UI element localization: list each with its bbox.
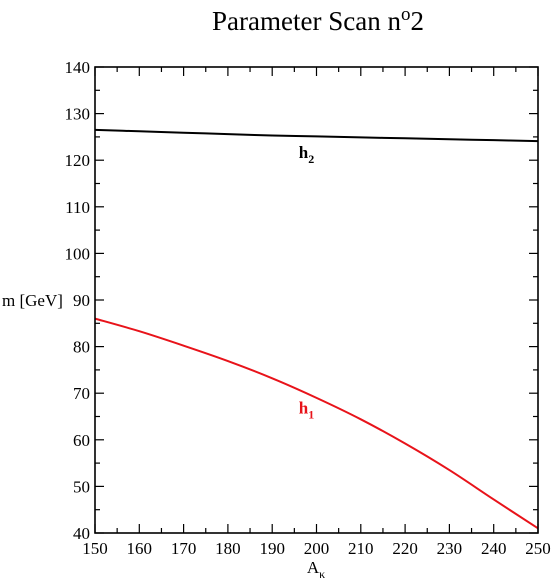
x-tick-label: 210 [348, 539, 374, 558]
x-axis-label-main: A [307, 558, 320, 577]
series-lines [94, 128, 539, 530]
x-tick-label: 240 [481, 539, 507, 558]
series-annotations: h2 h1 [299, 143, 314, 422]
x-tick-label: 160 [127, 539, 153, 558]
tick-labels: 150 160 170 180 190 200 210 220 230 240 250 40 50 60 7… [65, 58, 551, 558]
y-tick-label: 140 [65, 58, 91, 77]
y-tick-label: 110 [65, 198, 90, 217]
x-tick-label: 250 [525, 539, 551, 558]
chart-title-sup: o [401, 4, 411, 25]
x-tick-label: 220 [392, 539, 418, 558]
x-tick-label: 150 [82, 539, 108, 558]
series-line-h2 [94, 128, 539, 143]
series-annotation-h2: h2 [299, 143, 314, 166]
x-axis-label-sub: κ [319, 567, 325, 581]
y-tick-label: 60 [73, 431, 90, 450]
x-tick-label: 180 [215, 539, 241, 558]
x-tick-label: 230 [437, 539, 463, 558]
x-tick-label: 200 [304, 539, 330, 558]
y-tick-label: 120 [65, 151, 91, 170]
y-axis-label: m [GeV] [2, 291, 63, 310]
chart-title: Parameter Scan no2 [212, 4, 424, 36]
y-tick-label: 40 [73, 524, 90, 543]
series-annotation-h1: h1 [299, 399, 314, 422]
chart-title-tail: 2 [410, 6, 424, 36]
plot-frame [94, 66, 539, 534]
x-tick-label: 190 [259, 539, 285, 558]
y-tick-label: 80 [73, 338, 90, 357]
x-tick-label: 170 [171, 539, 197, 558]
series-line-h1 [94, 317, 539, 530]
x-axis-label: Aκ [307, 558, 325, 581]
y-tick-label: 90 [73, 291, 90, 310]
y-tick-label: 50 [73, 477, 90, 496]
y-tick-label: 70 [73, 384, 90, 403]
y-tick-label: 130 [65, 105, 91, 124]
y-tick-label: 100 [65, 244, 91, 263]
chart-title-main: Parameter Scan n [212, 6, 401, 36]
